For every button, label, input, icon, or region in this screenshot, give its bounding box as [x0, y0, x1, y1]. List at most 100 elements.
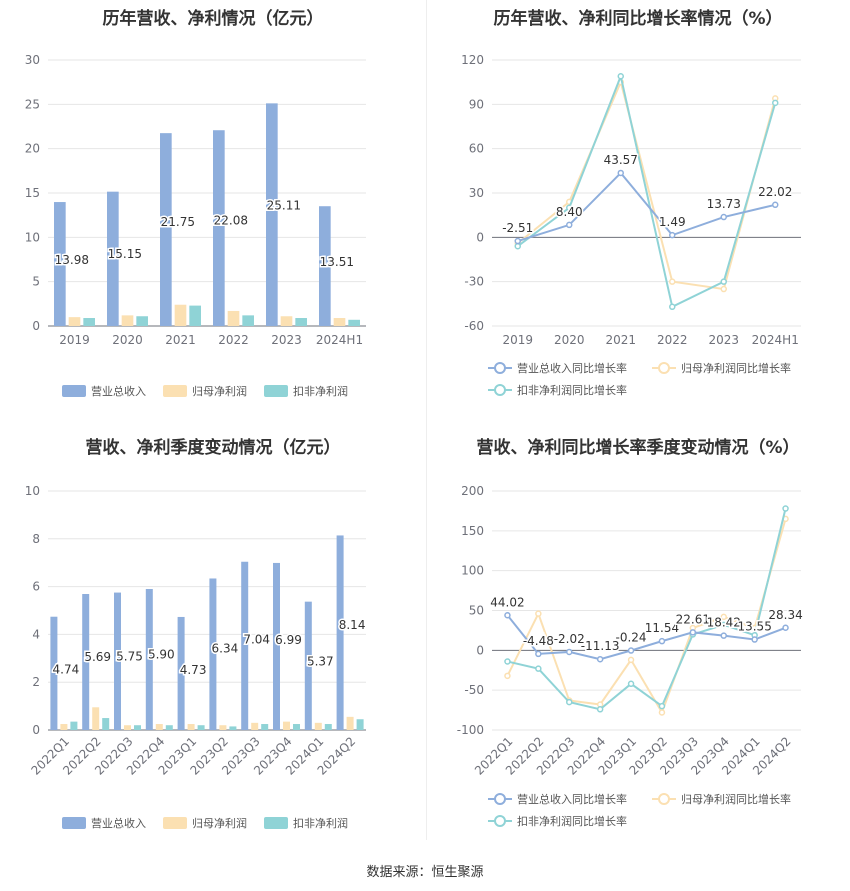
- point-value-label: 13.73: [707, 197, 741, 211]
- bar-deducted-profit: [295, 318, 307, 326]
- x-tick-label: 2022: [218, 333, 249, 347]
- y-tick-label: -100: [457, 723, 484, 737]
- series-point: [720, 613, 727, 621]
- x-tick-label: 2023: [271, 333, 302, 347]
- series-point: [669, 231, 676, 239]
- series-point: [535, 665, 542, 672]
- bar-deducted-profit: [102, 718, 110, 730]
- point-value-label: 22.02: [758, 185, 792, 199]
- chart-title: 历年营收、净利情况（亿元）: [102, 9, 324, 29]
- annual-growth-rate-chart: 历年营收、净利同比增长率情况（%） -60 -30 0 30 60 90 120 2019 20…: [426, 0, 850, 420]
- legend-label: 扣非净利润同比增长率: [517, 814, 627, 828]
- chart-title: 营收、净利同比增长率季度变动情况（%）: [476, 438, 800, 458]
- bar-revenue: [114, 592, 122, 730]
- bar-value-label: 25.11: [267, 199, 301, 213]
- bar-net-profit: [60, 724, 68, 730]
- legend-label: 归母净利润同比增长率: [681, 792, 791, 806]
- bar-value-label: 5.69: [84, 650, 111, 664]
- y-tick-label: 50: [469, 604, 484, 618]
- bar-value-label: 4.73: [180, 663, 207, 677]
- y-tick-label: 0: [476, 230, 484, 244]
- bar-deducted-profit: [136, 316, 148, 326]
- y-tick-label: 6: [32, 580, 40, 594]
- chart-title: 营收、净利季度变动情况（亿元）: [85, 438, 341, 458]
- series-point: [627, 656, 635, 664]
- y-tick-label: 20: [25, 142, 40, 156]
- series-point: [566, 204, 573, 212]
- series-line: [517, 171, 776, 242]
- bar-value-label: 5.90: [148, 647, 175, 661]
- series-point: [720, 213, 727, 221]
- y-tick-label: 100: [461, 564, 484, 578]
- bar-revenue: [50, 616, 58, 730]
- series-point: [772, 99, 779, 107]
- bar-net-profit: [68, 317, 81, 326]
- series-point: [658, 702, 666, 710]
- bar-revenue: [304, 601, 312, 730]
- y-tick-label: 5: [32, 275, 40, 289]
- legend-bar-swatch: [163, 385, 187, 397]
- legend-bar-swatch: [62, 385, 86, 397]
- bar-deducted-profit: [324, 724, 332, 730]
- bar-deducted-profit: [70, 721, 78, 730]
- series-point: [535, 610, 542, 617]
- y-tick-label: 0: [32, 319, 40, 333]
- point-value-label: -2.02: [554, 632, 585, 646]
- legend-label: 扣非净利润: [293, 816, 348, 830]
- bar-deducted-profit: [292, 724, 300, 730]
- y-tick-label: 90: [469, 97, 484, 111]
- bar-revenue: [54, 202, 66, 326]
- bar-revenue: [209, 578, 217, 730]
- series-line: [507, 508, 787, 711]
- series-line: [506, 518, 787, 715]
- y-tick-label: 200: [461, 484, 484, 498]
- point-value-label: 43.57: [604, 153, 638, 167]
- y-tick-label: 2: [32, 675, 40, 689]
- y-tick-label: 30: [25, 53, 40, 67]
- x-tick-label: 2023: [708, 333, 739, 347]
- series-point: [514, 237, 521, 245]
- y-tick-label: 30: [469, 186, 484, 200]
- bar-revenue: [160, 133, 172, 326]
- y-tick-label: 10: [25, 230, 40, 244]
- point-value-label: 22.61: [676, 612, 710, 626]
- y-tick-label: -60: [464, 319, 484, 333]
- bar-revenue: [107, 191, 119, 326]
- legend-bar-swatch: [62, 817, 86, 829]
- bar-deducted-profit: [197, 725, 205, 730]
- data-source: 数据来源：恒生聚源: [366, 865, 484, 880]
- bar-net-profit: [155, 724, 163, 730]
- bar-value-label: 5.75: [116, 649, 143, 663]
- x-tick-label: 2020: [112, 333, 143, 347]
- legend-label: 归母净利润: [192, 384, 247, 398]
- x-tick-label: 2019: [502, 333, 533, 347]
- bar-revenue: [213, 130, 225, 326]
- point-value-label: 44.02: [490, 595, 524, 609]
- chart-svg: 0 5 10 15 20 25 30 2019 2020 2021 2022 2023 2024H1 13…: [25, 53, 366, 398]
- bar-revenue: [319, 206, 331, 326]
- bar-net-profit: [187, 724, 195, 730]
- bar-value-label: 8.14: [339, 618, 366, 632]
- x-tick-label: 2021: [165, 333, 196, 347]
- y-tick-label: 120: [461, 53, 484, 67]
- y-tick-label: 25: [25, 97, 40, 111]
- bar-net-profit: [92, 707, 100, 730]
- bar-value-label: 13.98: [55, 253, 89, 267]
- x-tick-label: 2021: [605, 333, 636, 347]
- quarterly-revenue-profit-chart: 营收、净利季度变动情况（亿元） 0 2 4 6 8 10 2022Q1 2022Q2 2022Q…: [0, 425, 426, 845]
- legend-marker-swatch: [494, 793, 506, 805]
- point-value-label: -11.13: [581, 639, 620, 653]
- bar-net-profit: [251, 722, 259, 730]
- series-point: [596, 655, 604, 663]
- bar-deducted-profit: [229, 726, 237, 730]
- series-line: [506, 614, 786, 661]
- bar-deducted-profit: [133, 725, 141, 730]
- legend-marker-swatch: [658, 362, 670, 374]
- legend-label: 营业总收入同比增长率: [517, 792, 627, 806]
- point-value-label: -0.24: [616, 631, 647, 645]
- series-point: [514, 242, 521, 250]
- series-line: [517, 79, 777, 291]
- legend-label: 归母净利润同比增长率: [681, 361, 791, 375]
- bar-value-label: 21.75: [161, 215, 195, 229]
- point-value-label: 28.34: [768, 608, 802, 622]
